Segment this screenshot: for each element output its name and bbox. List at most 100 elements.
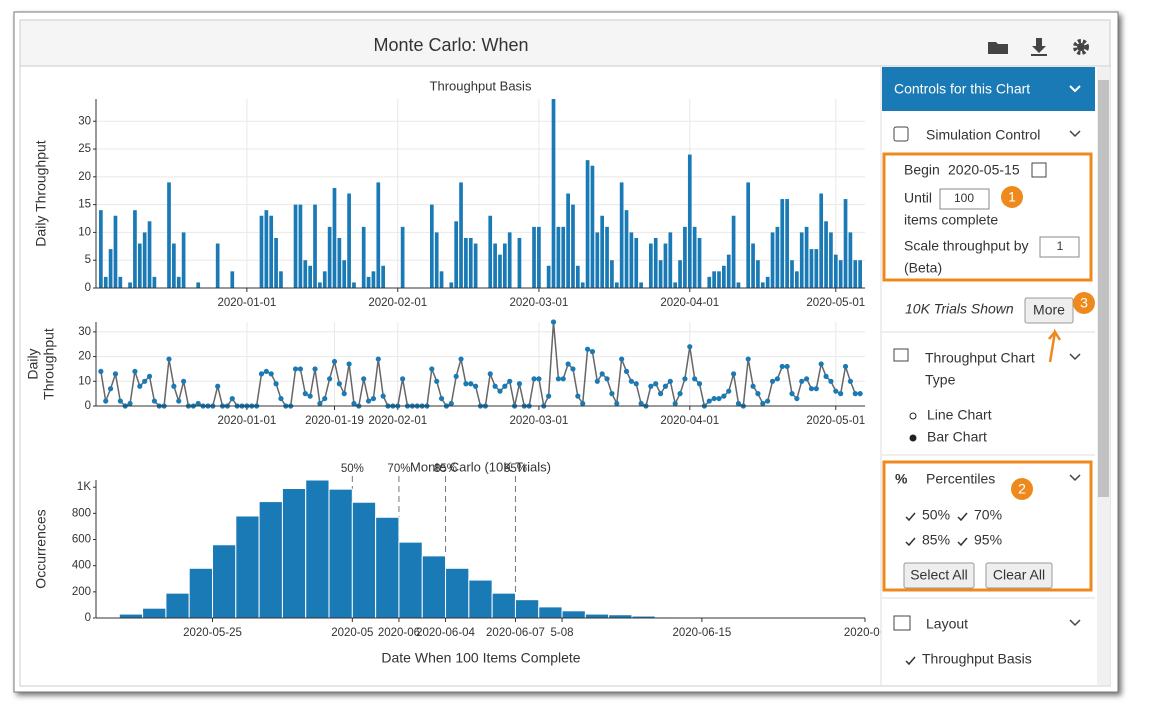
point (599, 371, 605, 377)
bar (230, 271, 235, 288)
bar (668, 232, 673, 288)
bar (464, 237, 468, 288)
x-axis-label: Date When 100 Items Complete (381, 650, 580, 666)
radio[interactable] (909, 412, 917, 420)
histogram-bar (445, 567, 470, 619)
scrollbar-thumb[interactable] (1098, 80, 1109, 497)
label: (Beta) (904, 260, 942, 276)
x-tick-label: 2020-01-01 (217, 415, 276, 427)
point (584, 346, 591, 352)
histogram-bar (398, 541, 423, 619)
checkmark[interactable] (957, 512, 968, 522)
chevron[interactable] (1069, 619, 1081, 627)
point (575, 393, 581, 399)
controls-header[interactable] (882, 67, 1095, 111)
point (531, 376, 537, 382)
bar (429, 204, 434, 288)
header-icons[interactable] (988, 38, 1089, 56)
histogram-bar (584, 613, 610, 619)
download-icon[interactable] (1031, 38, 1047, 56)
y-tick-label: 10 (78, 375, 91, 387)
point (765, 398, 771, 404)
layout-item[interactable]: Throughput Basis (922, 651, 1032, 667)
radio-label[interactable]: Bar Chart (927, 429, 987, 445)
point (346, 361, 352, 367)
bar (332, 187, 337, 288)
checkbox-label[interactable]: 95% (974, 532, 1002, 548)
point (838, 391, 844, 397)
chevron[interactable] (1069, 474, 1081, 482)
checkmark[interactable] (905, 537, 916, 547)
x-tick-label: 2020-05 (331, 627, 373, 639)
bar (600, 215, 605, 288)
controls-title: Controls for this Chart (894, 81, 1030, 97)
bar (546, 265, 551, 288)
clear-all-button[interactable] (985, 562, 1053, 589)
bar (838, 260, 843, 288)
point (550, 319, 557, 325)
date-value[interactable]: 2020-05-15 (948, 162, 1020, 178)
chevron[interactable] (1069, 353, 1081, 361)
point (628, 378, 634, 384)
histogram-bar (375, 516, 400, 619)
chevron[interactable] (1069, 85, 1081, 93)
folder-icon[interactable] (988, 42, 1008, 54)
checkbox-label[interactable]: 50% (922, 507, 950, 523)
y-tick-label: 20 (78, 351, 91, 363)
bar (751, 243, 755, 288)
chevron[interactable] (1069, 130, 1081, 138)
chart-icon (893, 348, 909, 362)
bar (279, 271, 283, 288)
bar (575, 265, 580, 288)
bar (814, 249, 819, 288)
callout (1073, 292, 1095, 314)
point (536, 376, 542, 382)
label: Scale throughput by (904, 238, 1029, 254)
y-tick-label: 0 (85, 612, 91, 624)
select-all-button[interactable] (903, 562, 975, 589)
calendar-icon[interactable] (1031, 162, 1047, 178)
select-all-label[interactable]: Select All (910, 567, 968, 583)
point (657, 391, 664, 397)
input-box[interactable] (939, 188, 990, 210)
bar (293, 204, 298, 288)
bar (459, 182, 463, 288)
bar (795, 271, 799, 288)
more-button[interactable] (1024, 297, 1074, 324)
point (375, 356, 381, 362)
point (580, 400, 586, 407)
checkmark[interactable] (957, 537, 968, 547)
checkbox-label[interactable]: 70% (974, 507, 1002, 523)
bar (274, 237, 278, 288)
clear-all-label[interactable]: Clear All (993, 567, 1045, 583)
point (716, 395, 722, 402)
gear-icon-core (1077, 43, 1085, 51)
more-button-label[interactable]: More (1033, 302, 1065, 318)
point (497, 388, 503, 394)
point (721, 393, 727, 399)
bar (298, 204, 303, 288)
bar (619, 182, 624, 288)
gear-icon[interactable] (1073, 39, 1089, 55)
bar (308, 265, 313, 288)
bar (605, 226, 609, 288)
percentile-label: 50% (341, 463, 364, 475)
bar (473, 243, 478, 288)
input-value[interactable]: 1 (1057, 239, 1064, 253)
point (808, 386, 815, 392)
bar (775, 226, 780, 288)
histogram-bar (188, 567, 214, 619)
x-tick-label: 2020-06-15 (672, 627, 731, 639)
histogram-bar (468, 579, 493, 619)
input-box[interactable] (1039, 236, 1080, 258)
point (662, 383, 669, 389)
bar (760, 282, 765, 288)
radio[interactable] (909, 434, 917, 442)
point (823, 373, 829, 379)
checkbox-label[interactable]: 85% (922, 532, 950, 548)
histogram-bar (258, 501, 283, 619)
checkmark[interactable] (905, 512, 916, 522)
input-value[interactable]: 100 (954, 191, 974, 205)
bar (322, 271, 327, 288)
radio-label[interactable]: Line Chart (927, 407, 992, 423)
